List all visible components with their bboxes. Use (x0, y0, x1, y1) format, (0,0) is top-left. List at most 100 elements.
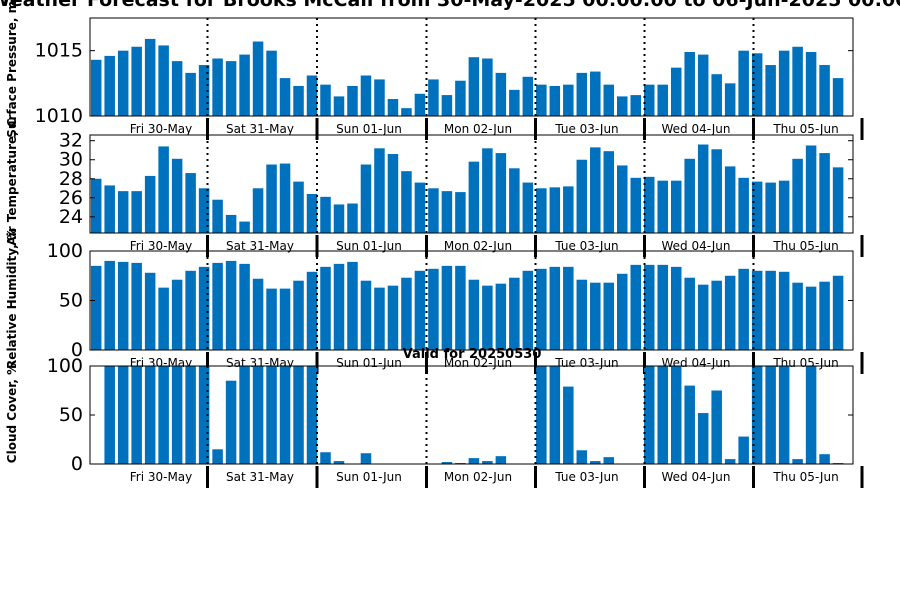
data-bar (778, 366, 790, 464)
data-bar (724, 459, 736, 464)
data-bar (171, 279, 183, 350)
data-bar (549, 366, 561, 464)
data-bar (536, 84, 547, 116)
data-bar (563, 84, 574, 116)
data-bar (563, 266, 574, 350)
plot-frame (89, 134, 854, 234)
data-bar (455, 80, 466, 116)
x-day-label: Sat 31-May (226, 122, 294, 136)
y-tick-label: 50 (59, 404, 83, 426)
x-day-label: Fri 30-May (130, 122, 193, 136)
data-bar (171, 158, 183, 233)
data-bar (401, 277, 412, 350)
data-bar (320, 452, 331, 464)
data-bar (630, 177, 642, 233)
data-bar (509, 277, 520, 350)
data-bar (212, 199, 223, 233)
data-bar (185, 366, 196, 464)
data-bar (792, 158, 803, 233)
data-bar (684, 385, 695, 464)
data-bar (333, 96, 345, 116)
data-bar (643, 84, 655, 116)
data-bar (428, 188, 439, 233)
data-bar (455, 192, 466, 233)
data-bar (441, 191, 453, 233)
data-bar (441, 265, 453, 350)
data-bar (414, 93, 426, 116)
data-bar (198, 366, 210, 464)
data-bar (657, 180, 668, 233)
data-bar (468, 458, 480, 464)
y-tick-label: 100 (47, 240, 83, 262)
plot-frame (89, 17, 854, 117)
data-bar (643, 176, 655, 233)
data-bar (819, 454, 830, 464)
data-bar (522, 182, 534, 233)
data-bar (751, 53, 763, 116)
data-bar (117, 50, 129, 116)
x-day-label: Mon 02-Jun (444, 470, 512, 484)
data-bar (711, 390, 722, 464)
data-bar (576, 450, 588, 464)
data-bar (360, 453, 372, 464)
data-bar (482, 461, 493, 464)
data-bar (832, 167, 844, 233)
data-bar (563, 386, 574, 464)
data-bar (252, 188, 264, 233)
panel-1: 1010 1015 Surface Pressure, mb Fri 30-May Sa… (5, 0, 864, 140)
data-bar (212, 262, 223, 350)
data-bar (576, 72, 588, 116)
data-bar (117, 261, 129, 350)
data-bar (333, 204, 345, 233)
data-bar (360, 280, 372, 350)
data-bar (90, 265, 102, 350)
data-bar (225, 260, 237, 350)
y-tick-label: 26 (59, 187, 83, 209)
data-bar (617, 165, 628, 233)
data-bar (724, 166, 736, 233)
data-bar (333, 461, 345, 464)
data-bar (711, 74, 722, 116)
data-bar (657, 84, 668, 116)
data-bar (225, 380, 237, 464)
data-bar (495, 153, 507, 233)
data-bar (131, 191, 142, 233)
data-bar (441, 462, 453, 464)
data-bar (428, 268, 439, 350)
data-bar (239, 221, 250, 233)
data-bar (522, 270, 534, 350)
data-bar (778, 50, 790, 116)
data-bar (171, 366, 183, 464)
data-bar (185, 270, 196, 350)
y-tick-label: 0 (71, 339, 83, 361)
data-bar (306, 366, 318, 464)
data-bar (509, 168, 520, 233)
data-bar (765, 65, 776, 116)
data-bar (360, 164, 372, 233)
data-bar (603, 282, 615, 350)
x-day-label: Tue 03-Jun (554, 356, 618, 370)
data-bar (536, 366, 547, 464)
data-bar (387, 154, 399, 233)
data-bar (603, 84, 615, 116)
data-bar (670, 67, 682, 116)
data-bar (158, 287, 169, 350)
y-tick-label: 100 (47, 355, 83, 377)
data-bar (819, 281, 830, 350)
data-bar (751, 270, 763, 350)
data-bar (590, 282, 601, 350)
data-bar (657, 366, 668, 464)
data-bar (104, 260, 115, 350)
data-bar (711, 149, 722, 233)
data-bar (266, 366, 277, 464)
x-day-label: Tue 03-Jun (554, 122, 618, 136)
data-bar (549, 187, 561, 233)
y-tick-label: 0 (71, 453, 83, 475)
data-bar (374, 79, 385, 116)
x-day-label: Tue 03-Jun (554, 470, 618, 484)
data-bar (144, 272, 156, 350)
x-day-label: Sat 31-May (226, 239, 294, 253)
y-tick-label: 30 (59, 149, 83, 171)
data-bar (428, 79, 439, 116)
data-bar (819, 153, 830, 233)
